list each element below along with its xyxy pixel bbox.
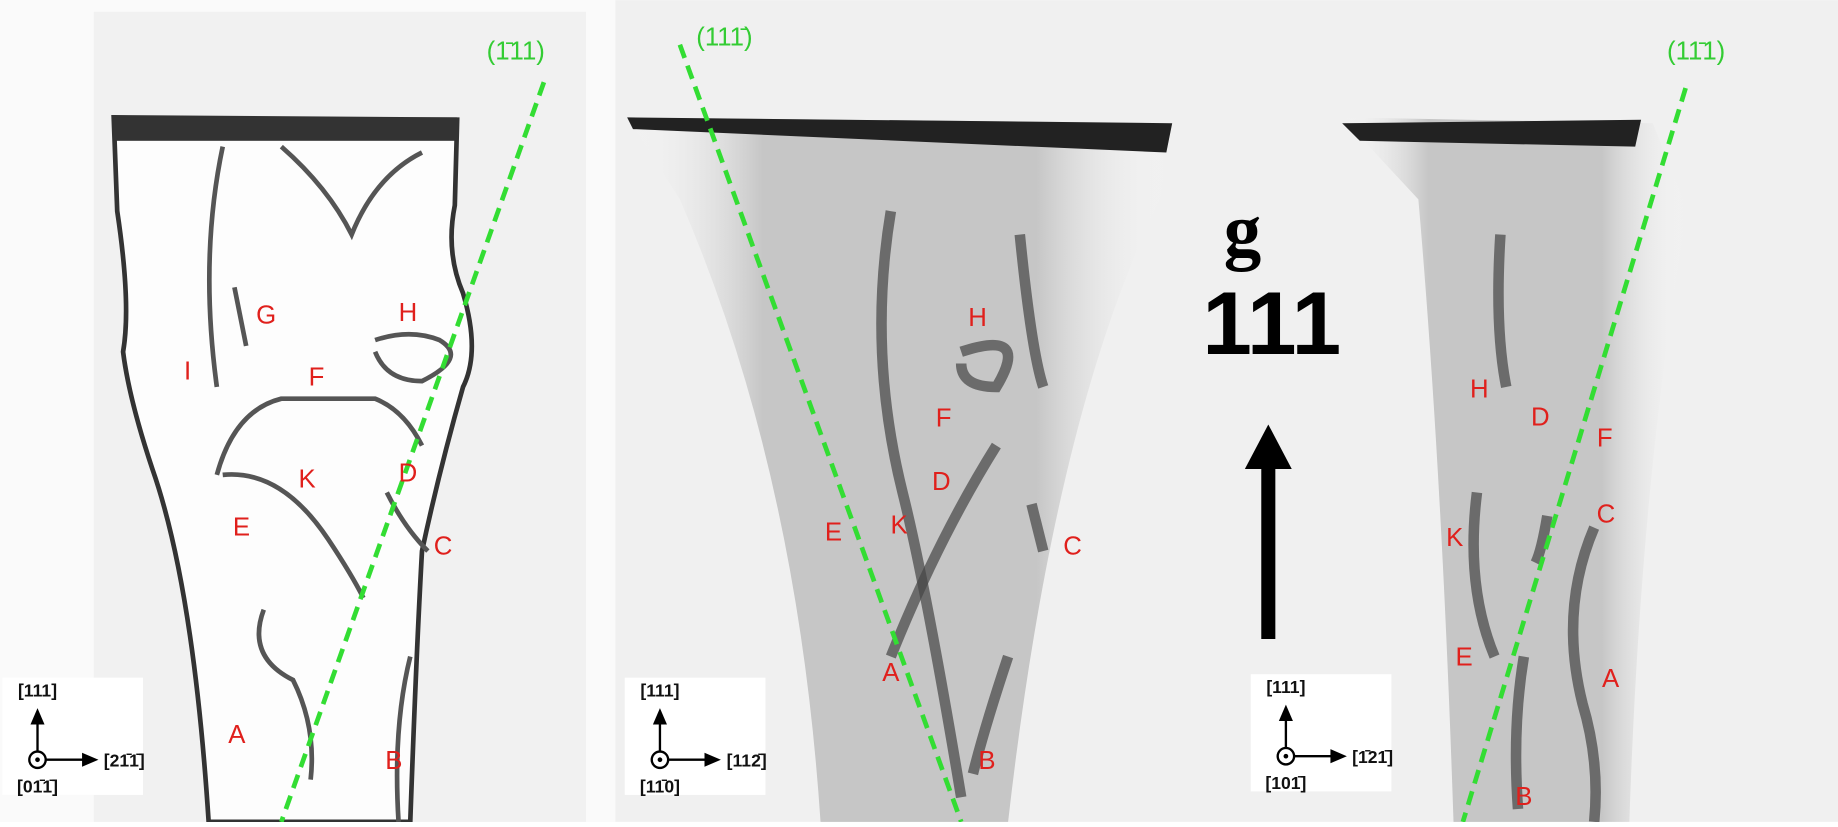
dislocation-label: D [932, 468, 951, 496]
dislocation-label: D [399, 460, 418, 488]
dislocation-label: A [228, 721, 246, 749]
axis-out-label: [101̄] [1265, 773, 1306, 793]
dislocation-label: H [1470, 375, 1489, 403]
axis-out-dot [1284, 754, 1289, 759]
axis-up-label: [111] [640, 680, 679, 700]
dislocation-label: F [309, 364, 325, 392]
axis-up-label: [111] [18, 680, 57, 700]
dislocation-label: F [1597, 425, 1613, 453]
plane-label: (111̄) [696, 24, 752, 52]
plane-label: (11̄1) [1667, 38, 1725, 66]
axis-out-label: [01̄1̄] [17, 777, 58, 797]
axis-out-dot [35, 757, 40, 762]
axis-up-label: [111] [1266, 677, 1305, 697]
dislocation-label: I [184, 358, 191, 386]
dislocation-label: B [385, 747, 402, 775]
dislocation-label: H [968, 304, 987, 332]
dislocation-label: K [890, 511, 907, 539]
dislocation-label: A [882, 659, 900, 687]
dislocation-label: C [1597, 501, 1616, 529]
top-edge [114, 117, 457, 140]
axis-out-dot [658, 757, 663, 762]
page: { "panels": [ {"plane": "(1̄11)", "label… [0, 0, 1838, 822]
dislocation-label: B [1515, 783, 1532, 811]
dislocation-label: A [1602, 665, 1620, 693]
axis-out-label: [11̄0] [640, 777, 680, 797]
axis-right-label: [112̄] [727, 751, 767, 771]
dislocation-label: D [1531, 403, 1550, 431]
axis-right-label: [1̄21̄] [1352, 747, 1393, 767]
dislocation-label: C [434, 532, 453, 560]
dislocation-label: K [299, 466, 316, 494]
dislocation-label: E [825, 518, 842, 546]
dislocation-label: E [1455, 644, 1472, 672]
dislocation-label: E [233, 514, 250, 542]
dislocation-label: H [399, 299, 418, 327]
plane-label: (1̄11) [487, 38, 545, 66]
dislocation-label: F [936, 405, 952, 433]
figure: g 111 (1̄11)GHIFKDECAB[111][21̄1̄][01̄1̄… [0, 0, 1838, 822]
g-symbol: g [1224, 189, 1262, 272]
dislocation-label: K [1446, 524, 1463, 552]
dislocation-label: B [978, 747, 995, 775]
dislocation-label: C [1063, 532, 1082, 560]
dislocation-label: G [256, 301, 276, 329]
g-index: 111 [1202, 273, 1341, 373]
axis-right-label: [21̄1̄] [104, 751, 145, 771]
